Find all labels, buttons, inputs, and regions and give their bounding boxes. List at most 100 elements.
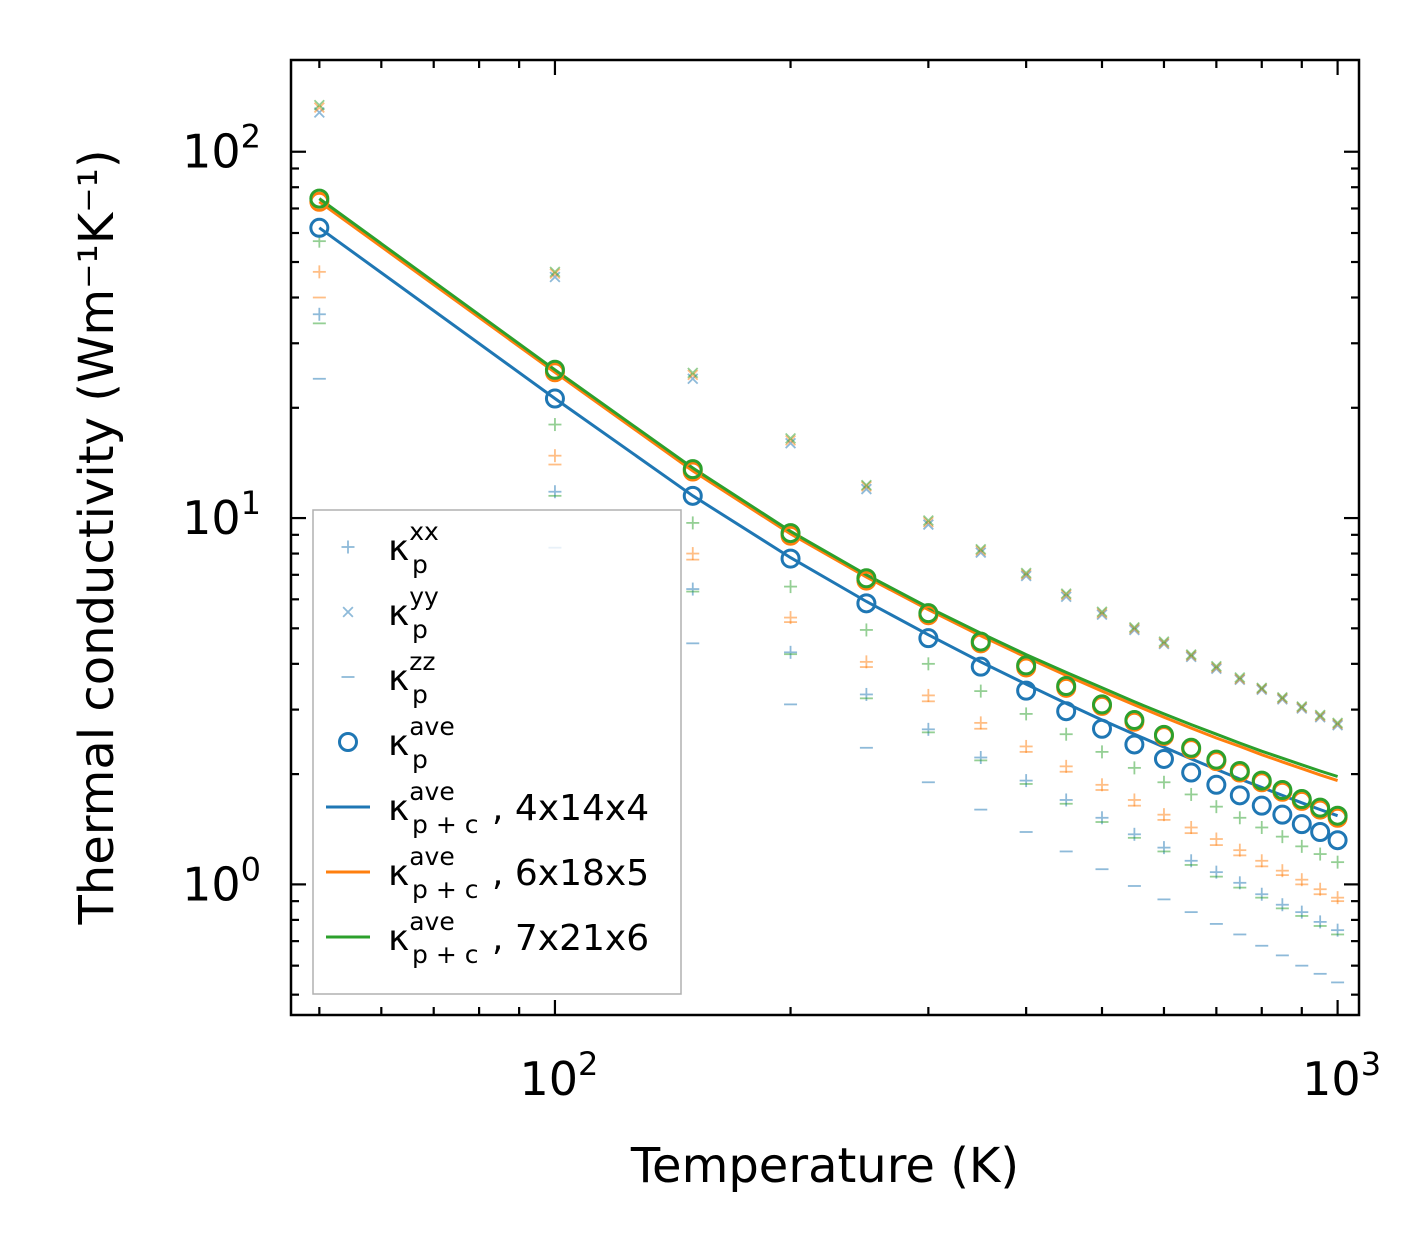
plot-frame — [289, 58, 1361, 1017]
data-point-yy-1f77b4-100 — [549, 271, 561, 283]
legend-sub: p — [412, 615, 428, 644]
legend-entry: κave p + c , 6x18x5 — [326, 842, 649, 904]
legend-suffix: , 4x14x4 — [492, 788, 649, 829]
data-point-yy-ff7f0e-50 — [313, 102, 325, 114]
data-point-yy-2ca02c-650 — [1185, 649, 1197, 661]
series-line--p-c-ave-4x14x4 — [318, 226, 1339, 818]
legend-sup: xx — [409, 517, 439, 546]
data-point-yy-2ca02c-300 — [922, 514, 934, 526]
data-point-xx-2ca02c-500 — [1095, 745, 1109, 759]
data-point-yy-2ca02c-600 — [1158, 636, 1170, 648]
data-point-yy-1f77b4-350 — [975, 547, 987, 559]
data-point-yy-ff7f0e-750 — [1234, 673, 1246, 685]
data-point-xx-2ca02c-850 — [1275, 830, 1289, 844]
y-tick-label-1: 100 — [182, 850, 261, 911]
data-point-yy-ff7f0e-250 — [860, 480, 872, 492]
data-point-yy-1f77b4-450 — [1060, 591, 1072, 603]
legend-entry: κzz p — [341, 647, 435, 709]
data-point-xx-2ca02c-950 — [1313, 847, 1327, 861]
data-point-yy-2ca02c-100 — [549, 266, 561, 278]
legend-label: κave p + c , 7x21x6 — [388, 907, 649, 969]
legend-symbol: κ — [388, 853, 409, 894]
legend-sub: p — [412, 550, 428, 579]
data-point-ave-1f77b4-100 — [544, 388, 565, 409]
data-point-ave-2ca02c-800 — [1251, 770, 1272, 791]
data-point-xx-2ca02c-400 — [1019, 707, 1033, 721]
data-point-ave-2ca02c-400 — [1016, 655, 1037, 676]
data-point-xx-ff7f0e-400 — [1019, 739, 1033, 753]
legend-label: κave p + c , 4x14x4 — [388, 777, 649, 839]
data-point-xx-1f77b4-300 — [921, 722, 935, 736]
data-point-xx-1f77b4-400 — [1019, 774, 1033, 788]
y-tick-label-10: 101 — [182, 484, 261, 545]
legend-entry: κave p + c , 4x14x4 — [326, 777, 649, 839]
legend-sup: zz — [409, 647, 435, 676]
data-point-ave-2ca02c-700 — [1206, 749, 1227, 770]
data-point-xx-1f77b4-350 — [974, 751, 988, 765]
data-point-ave-1f77b4-950 — [1310, 821, 1331, 842]
legend-marker-plus — [341, 540, 355, 554]
data-point-yy-2ca02c-50 — [313, 99, 325, 111]
data-point-ave-1f77b4-450 — [1056, 701, 1077, 722]
legend-entry: κave p + c , 7x21x6 — [326, 907, 649, 969]
data-point-yy-ff7f0e-350 — [975, 545, 987, 557]
data-point-yy-2ca02c-150 — [687, 367, 699, 379]
data-point-xx-2ca02c-550 — [1127, 761, 1141, 775]
data-point-yy-1f77b4-550 — [1128, 624, 1140, 636]
data-point-ave-2ca02c-250 — [856, 568, 877, 589]
legend-symbol: κ — [388, 658, 409, 699]
data-point-ave-1f77b4-600 — [1153, 748, 1174, 769]
legend-entry: κave p — [338, 712, 455, 774]
x-axis-label: Temperature (K) — [630, 1138, 1019, 1194]
data-point-yy-1f77b4-300 — [922, 519, 934, 531]
legend-label: κave p — [388, 712, 455, 774]
data-point-yy-1f77b4-200 — [785, 437, 797, 449]
data-point-ave-2ca02c-450 — [1056, 675, 1077, 696]
data-point-ave-2ca02c-950 — [1310, 797, 1331, 818]
data-point-xx-2ca02c-800 — [1255, 820, 1269, 834]
data-point-yy-ff7f0e-450 — [1060, 589, 1072, 601]
legend-sup: ave — [409, 712, 455, 741]
data-point-yy-2ca02c-350 — [975, 543, 987, 555]
data-point-ave-1f77b4-200 — [780, 548, 801, 569]
series-line--p-c-ave-6x18x5 — [318, 200, 1339, 783]
data-point-ave-1f77b4-1000 — [1327, 830, 1348, 851]
data-point-yy-1f77b4-400 — [1020, 570, 1032, 582]
data-point-yy-2ca02c-200 — [785, 432, 797, 444]
data-point-xx-2ca02c-250 — [859, 623, 873, 637]
legend-symbol: κ — [388, 723, 409, 764]
data-point-xx-ff7f0e-650 — [1184, 820, 1198, 834]
data-point-ave-1f77b4-300 — [918, 628, 939, 649]
legend-symbol: κ — [388, 918, 409, 959]
data-point-yy-2ca02c-250 — [860, 479, 872, 491]
data-point-ave-1f77b4-250 — [856, 593, 877, 614]
data-point-xx-ff7f0e-150 — [686, 547, 700, 561]
legend-sub: p — [412, 745, 428, 774]
data-point-ave-1f77b4-750 — [1229, 785, 1250, 806]
data-point-yy-ff7f0e-150 — [687, 369, 699, 381]
axis-layer: 102 103 100 101 102 — [182, 60, 1381, 1106]
data-point-xx-ff7f0e-50 — [312, 265, 326, 279]
data-point-ave-1f77b4-650 — [1181, 762, 1202, 783]
legend-sub: p + c — [412, 810, 478, 839]
data-point-xx-ff7f0e-100 — [548, 449, 562, 463]
data-point-xx-2ca02c-1000 — [1331, 855, 1345, 869]
data-point-ave-1f77b4-900 — [1291, 814, 1312, 835]
legend-sup: ave — [409, 907, 455, 936]
data-point-xx-2ca02c-650 — [1184, 787, 1198, 801]
data-point-xx-ff7f0e-300 — [921, 688, 935, 702]
legend-sub: p + c — [412, 875, 478, 904]
data-point-ave-2ca02c-650 — [1181, 737, 1202, 758]
data-point-yy-2ca02c-750 — [1234, 672, 1246, 684]
data-point-xx-ff7f0e-700 — [1209, 832, 1223, 846]
data-point-ave-1f77b4-350 — [970, 656, 991, 677]
data-point-yy-2ca02c-700 — [1210, 660, 1222, 672]
data-point-yy-2ca02c-850 — [1276, 691, 1288, 703]
data-point-ave-2ca02c-100 — [544, 359, 565, 380]
x-tick-label-100: 102 — [519, 1045, 598, 1106]
legend-label: κyy p — [388, 582, 439, 644]
data-point-yy-ff7f0e-500 — [1096, 607, 1108, 619]
y-tick-label-100: 102 — [182, 118, 261, 179]
legend-label: κzz p — [388, 647, 435, 709]
